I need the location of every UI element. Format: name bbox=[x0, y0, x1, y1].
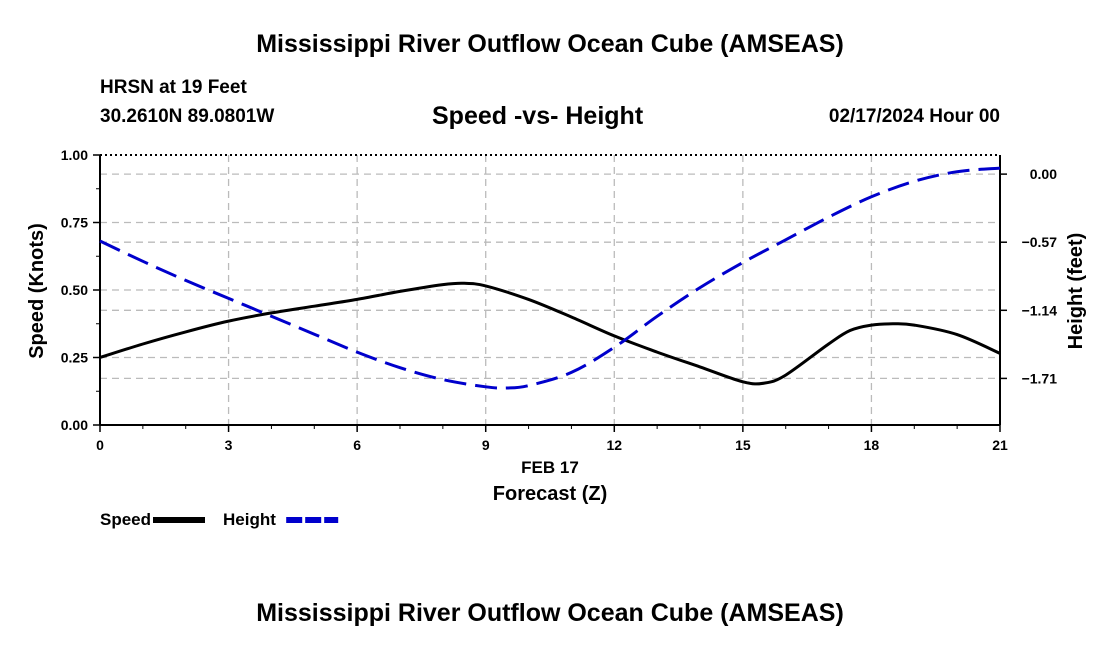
main-title: Mississippi River Outflow Ocean Cube (AM… bbox=[256, 30, 844, 58]
y-left-axis-title: Speed (Knots) bbox=[26, 223, 48, 359]
y-right-tick-label: −1.71 bbox=[1022, 370, 1058, 386]
y-right-tick-label: −0.57 bbox=[1022, 234, 1058, 250]
y-left-tick-label: 0.50 bbox=[61, 282, 88, 298]
x-tick-label: 9 bbox=[482, 437, 490, 453]
x-tick-label: 21 bbox=[992, 437, 1008, 453]
x-tick-label: 3 bbox=[225, 437, 233, 453]
y-right-tick-label: 0.00 bbox=[1030, 166, 1057, 182]
y-left-tick-label: 0.00 bbox=[61, 417, 88, 433]
bottom-title: Mississippi River Outflow Ocean Cube (AM… bbox=[256, 599, 844, 627]
coordinates-label: 30.2610N 89.0801W bbox=[100, 106, 275, 127]
x-tick-label: 12 bbox=[606, 437, 622, 453]
legend-label-speed: Speed bbox=[100, 510, 151, 529]
x-tick-label: 6 bbox=[353, 437, 361, 453]
forecast-datetime: 02/17/2024 Hour 00 bbox=[828, 106, 1000, 127]
x-axis-date-label: FEB 17 bbox=[521, 458, 579, 477]
y-left-tick-label: 1.00 bbox=[61, 147, 88, 163]
y-right-axis-title: Height (feet) bbox=[1065, 233, 1087, 350]
y-left-tick-label: 0.75 bbox=[61, 215, 88, 231]
y-right-tick-label: −1.14 bbox=[1022, 302, 1058, 318]
legend-label-height: Height bbox=[223, 510, 276, 529]
station-label: HRSN at 19 Feet bbox=[100, 77, 247, 98]
chart-subtitle: Speed -vs- Height bbox=[432, 102, 644, 130]
x-tick-label: 18 bbox=[864, 437, 880, 453]
height-series-line bbox=[99, 166, 1001, 390]
speed-series-line bbox=[99, 281, 1001, 386]
y-left-tick-label: 0.25 bbox=[61, 350, 88, 366]
x-tick-label: 15 bbox=[735, 437, 751, 453]
x-axis-title: Forecast (Z) bbox=[493, 483, 607, 505]
x-tick-label: 0 bbox=[96, 437, 104, 453]
